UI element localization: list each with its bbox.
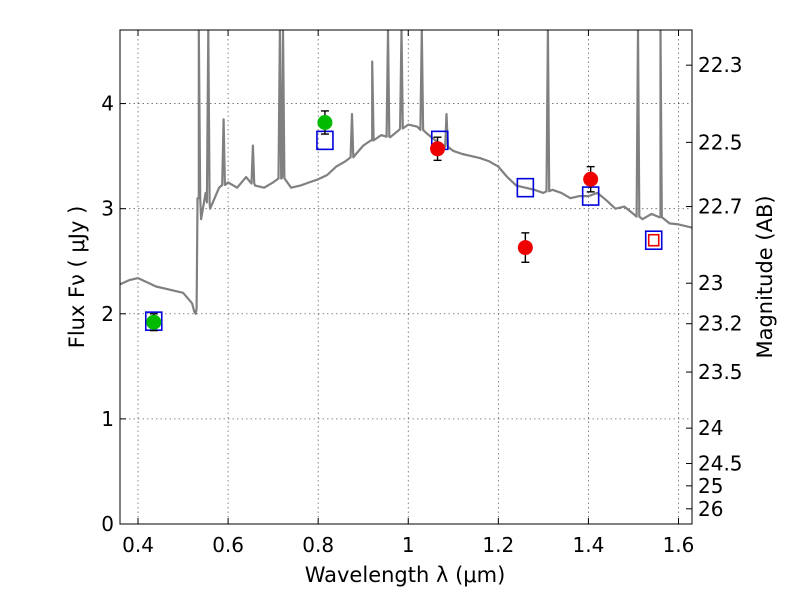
magnitude-tick-label: 23 — [698, 271, 723, 295]
x-tick-label: 0.6 — [212, 533, 244, 557]
magnitude-tick-label: 22.5 — [698, 130, 743, 154]
observed-point-green — [146, 314, 162, 330]
model-band-square — [644, 230, 663, 251]
y-tick-label: 0 — [101, 512, 114, 536]
y-tick-label: 2 — [101, 302, 114, 326]
magnitude-tick-label: 23.2 — [698, 312, 743, 336]
x-tick-label: 1.6 — [663, 533, 695, 557]
y-tick-label: 1 — [101, 407, 114, 431]
magnitude-tick-label: 24.5 — [698, 452, 743, 476]
plot-frame — [119, 29, 693, 525]
observed-point-red — [517, 240, 533, 256]
x-tick-label: 1.4 — [573, 533, 605, 557]
x-axis-label: Wavelength λ (μm) — [305, 563, 506, 587]
model-spectrum-line — [120, 30, 692, 315]
magnitude-tick-label: 22.3 — [698, 53, 743, 77]
y-tick-label: 4 — [101, 92, 114, 116]
axes: 0.4 0.6 0.8 1 1.2 1.4 1.60123422.322.522.72323… — [101, 30, 743, 557]
y-axis-label: Flux Fν ( μJy ) — [65, 206, 89, 349]
magnitude-tick-label: 25 — [698, 474, 723, 498]
x-tick-label: 0.4 — [122, 533, 154, 557]
magnitude-tick-label: 26 — [698, 497, 723, 521]
magnitude-tick-label: 23.5 — [698, 360, 743, 384]
observed-point-red — [430, 141, 446, 157]
y-tick-label: 3 — [101, 197, 114, 221]
x-tick-label: 0.8 — [302, 533, 334, 557]
model-band-square-red — [647, 233, 660, 247]
observed-point-green — [317, 114, 333, 130]
plot-area — [120, 30, 692, 332]
observed-point-red — [583, 171, 599, 187]
magnitude-tick-label: 24 — [698, 416, 723, 440]
model-band-square — [516, 177, 535, 198]
magnitude-axis-label: Magnitude (AB) — [753, 195, 777, 358]
x-tick-label: 1 — [402, 533, 415, 557]
x-tick-label: 1.2 — [482, 533, 514, 557]
magnitude-tick-label: 22.7 — [698, 195, 743, 219]
